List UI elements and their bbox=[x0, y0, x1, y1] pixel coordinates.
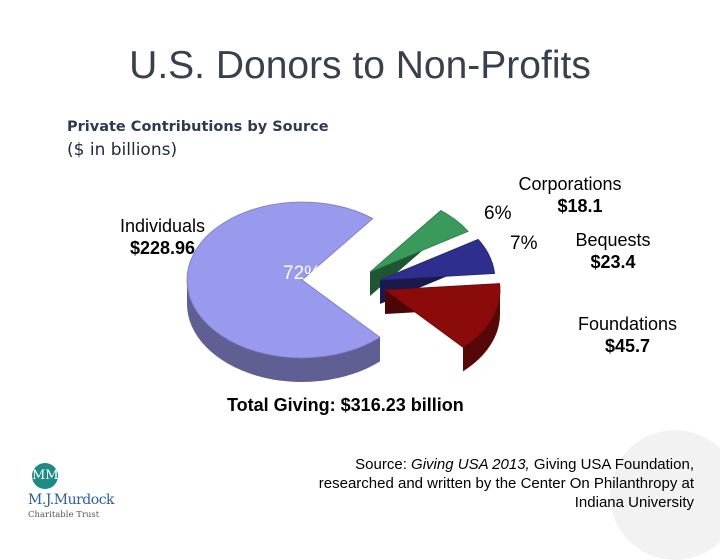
total-giving: Total Giving: $316.23 billion bbox=[227, 395, 464, 415]
label-corporations-name: Corporations bbox=[518, 174, 622, 194]
slice-individuals bbox=[186, 201, 381, 359]
pct-corporations: 6% bbox=[484, 203, 512, 224]
murdock-logo: MM M.J.Murdock Charitable Trust bbox=[28, 463, 123, 523]
label-corporations: Corporations $18.1 bbox=[500, 173, 640, 217]
source-publication: Giving USA 2013, bbox=[411, 456, 530, 473]
logo-subtitle: Charitable Trust bbox=[28, 510, 100, 520]
source-note: Source: Giving USA 2013, Giving USA Foun… bbox=[314, 455, 694, 512]
chart-subtitle: Private Contributions by Source bbox=[67, 119, 329, 135]
slice-bequests bbox=[379, 238, 496, 281]
label-foundations-value: $45.7 bbox=[604, 336, 651, 356]
watermark-seal bbox=[610, 430, 720, 560]
label-foundations: Foundations $45.7 bbox=[570, 313, 685, 357]
label-individuals-name: Individuals bbox=[119, 216, 206, 236]
slice-foundations bbox=[383, 283, 501, 348]
logo-mark: MM bbox=[32, 463, 59, 489]
source-rest: Giving USA Foundation, researched and wr… bbox=[318, 456, 694, 511]
label-bequests-name: Bequests bbox=[575, 230, 651, 250]
pct-foundations: 15% bbox=[505, 283, 544, 304]
pct-bequests: 7% bbox=[510, 233, 538, 254]
slide-title: U.S. Donors to Non-Profits bbox=[129, 44, 591, 87]
label-bequests: Bequests $23.4 bbox=[558, 229, 668, 273]
label-bequests-value: $23.4 bbox=[590, 252, 636, 272]
slice-side-foundations bbox=[463, 290, 500, 372]
label-individuals-value: $228.96 bbox=[129, 238, 196, 258]
logo-name: M.J.Murdock bbox=[28, 492, 115, 508]
slice-side-individuals bbox=[186, 280, 381, 382]
pct-individuals: 72% bbox=[283, 263, 322, 284]
pie-chart bbox=[186, 201, 501, 382]
label-corporations-value: $18.1 bbox=[557, 196, 603, 216]
source-prefix: Source: bbox=[355, 456, 412, 473]
slice-corporations bbox=[369, 210, 469, 273]
label-foundations-name: Foundations bbox=[577, 314, 678, 334]
chart-units: ($ in billions) bbox=[67, 140, 178, 160]
label-individuals: Individuals $228.96 bbox=[100, 215, 225, 259]
